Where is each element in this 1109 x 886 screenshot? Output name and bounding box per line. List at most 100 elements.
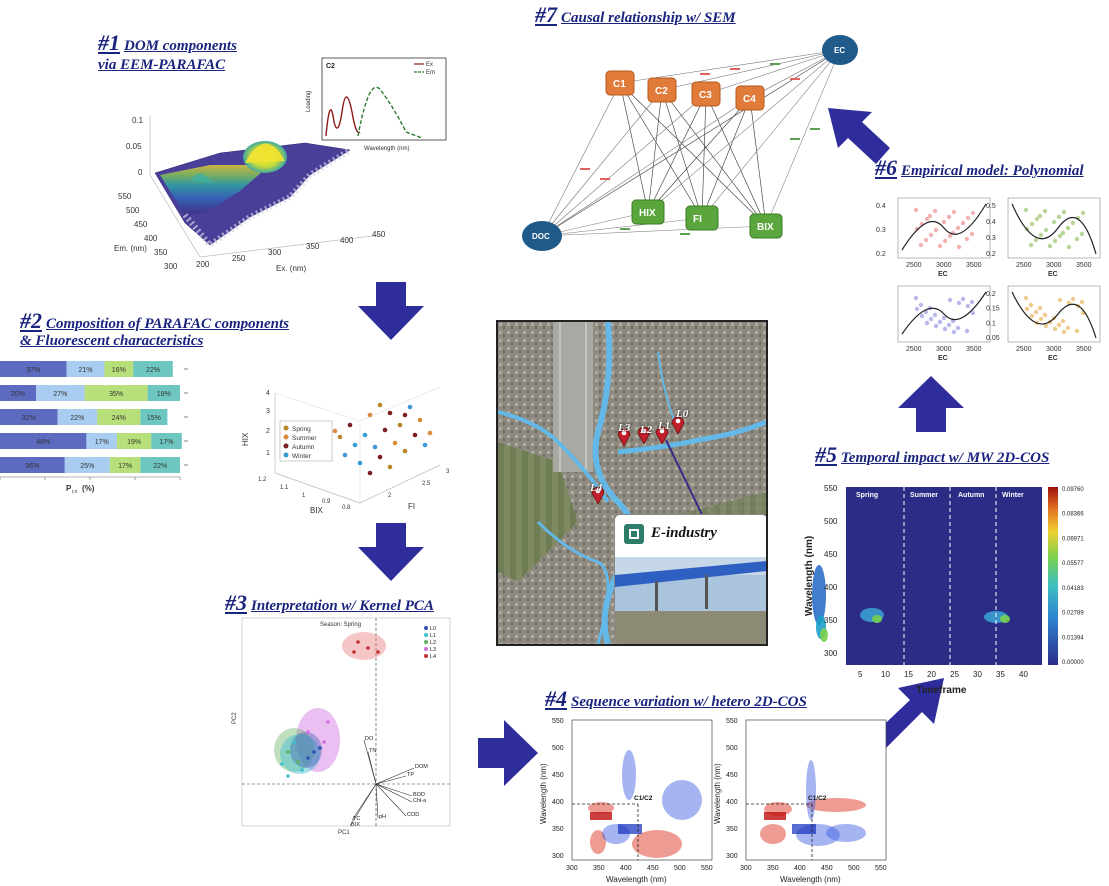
poly-x-tick: 3500 [966, 346, 982, 353]
mw-ylabel: Wavelength (nm) [804, 536, 815, 616]
site-pin-l1[interactable] [655, 424, 669, 445]
kpca-xlabel: PC1 [338, 830, 350, 836]
site-pin-l3[interactable] [617, 426, 631, 447]
kpca-vector-label: TP [407, 772, 414, 778]
hetero-y-tick: 400 [552, 799, 564, 806]
poly-point [924, 320, 930, 326]
scatter-point [332, 428, 338, 434]
eem-em-tick: 550 [118, 192, 132, 201]
sem-coef-mark [790, 78, 800, 80]
poly-point [942, 326, 948, 332]
sem-node-bix [749, 213, 783, 239]
mw-intensity-region [872, 615, 882, 623]
composition-pct: 17% [95, 439, 109, 446]
poly-xlabel: EC [1048, 355, 1058, 362]
kpca-frame [241, 617, 451, 827]
site-pin-l2[interactable] [637, 424, 651, 445]
poly-point [1079, 231, 1085, 237]
kpca-point [356, 640, 360, 644]
scatter-point [427, 430, 433, 436]
study-area-map: E-industry L0 L1 L2 L3 L4 [496, 320, 768, 646]
mw-colorbar-tick: 0.05577 [1062, 561, 1084, 567]
kpca-legend-swatch [424, 633, 428, 637]
mw-x-tick: 25 [950, 670, 959, 679]
poly-y-tick: 0.3 [876, 227, 886, 234]
loading-inset-ylabel: Loading [306, 91, 312, 112]
scatter-point [367, 470, 373, 476]
kpca-legend-label: L2 [430, 640, 436, 646]
site-label: L0 [676, 408, 689, 420]
scatter-x-tick: 1.2 [258, 477, 267, 483]
composition-pct: 27% [53, 391, 67, 398]
eem-em-tick: 500 [126, 206, 140, 215]
poly-x-tick: 3000 [1046, 346, 1062, 353]
hetero-positive-region [590, 830, 606, 854]
step7-title: #7 Causal relationship w/ SEM [535, 2, 736, 27]
scatter-point [422, 442, 428, 448]
poly-point [969, 299, 975, 305]
arrow-down-2 [358, 523, 424, 581]
poly-point [932, 208, 938, 214]
legend-spring: Spring [292, 426, 311, 433]
hetero-positive-region [632, 830, 682, 858]
mw-colorbar-tick: 0.04183 [1062, 586, 1084, 592]
loading-inset-xlabel: Wavelength (nm) [364, 146, 409, 152]
eem-em-tick: 300 [164, 262, 178, 271]
poly-point [1037, 213, 1043, 219]
poly-point [1033, 237, 1039, 243]
eem-z-tick: 0.05 [126, 142, 142, 151]
scatter-y-tick: 2 [388, 493, 392, 499]
composition-pct: 16% [112, 367, 126, 374]
composition-pct: 17% [160, 439, 174, 446]
sem-node-c3 [691, 81, 721, 107]
poly-point [1080, 210, 1086, 216]
sem-coef-mark [790, 138, 800, 140]
hetero-ylabel: Wavelength (nm) [713, 763, 722, 824]
poly-xlabel: EC [938, 355, 948, 362]
site-pin-l0[interactable] [671, 414, 685, 435]
sem-node-label: EC [834, 46, 845, 55]
hetero-marker-label: C1/C2 [634, 795, 653, 802]
composition-segment [64, 457, 110, 473]
hetero-2dcos-maps: C1/C230030035035040040045045050050055055… [540, 718, 887, 884]
composition-pct: 21% [79, 367, 93, 374]
composition-stacked-bars: 37% 21% 16% 22% 20% 27% 35% 18% 32% 22% 24% 15% 48% 1… [0, 361, 188, 495]
composition-pct: 22% [70, 415, 84, 422]
map-pin-icon [671, 416, 685, 435]
mw-colorbar-tick: 0.06971 [1062, 536, 1084, 542]
poly-point [1070, 220, 1076, 226]
sem-node-ec [822, 35, 858, 65]
sem-node-c2 [647, 77, 677, 103]
sem-node-fi [685, 205, 719, 231]
sem-node-c1 [605, 70, 635, 96]
kpca-legend-swatch [424, 640, 428, 644]
site-pin-l4[interactable] [591, 484, 605, 505]
sem-path-diagram: C1 C2 C3 C4 HIX FI BIX EC DOC [522, 35, 858, 251]
loading-legend-em: Em [426, 70, 435, 76]
poly-point [941, 219, 947, 225]
kpca-vector-label: BIX [351, 822, 360, 828]
poly-point [928, 232, 934, 238]
scatter-point [392, 440, 398, 446]
kpca-vector-label: DO [365, 736, 374, 742]
hetero-x-tick: 450 [821, 865, 833, 872]
poly-point [918, 242, 924, 248]
poly-point [1060, 230, 1066, 236]
poly-xlabel: EC [938, 271, 948, 278]
poly-point [942, 238, 948, 244]
poly-point [947, 233, 953, 239]
composition-segment [140, 457, 180, 473]
composition-segment [109, 457, 141, 473]
poly-y-tick: 0.2 [986, 251, 996, 258]
composition-pct: 15% [147, 415, 161, 422]
poly-point [970, 210, 976, 216]
chip-icon [624, 524, 644, 544]
poly-y-tick: 0.3 [986, 235, 996, 242]
scatter-point [387, 464, 393, 470]
poly-point [1028, 242, 1034, 248]
eem-ex-tick: 350 [306, 242, 320, 251]
legend-autumn: Autumn [292, 444, 315, 451]
composition-pct: 22% [146, 367, 160, 374]
arrow-down-1 [358, 282, 424, 340]
